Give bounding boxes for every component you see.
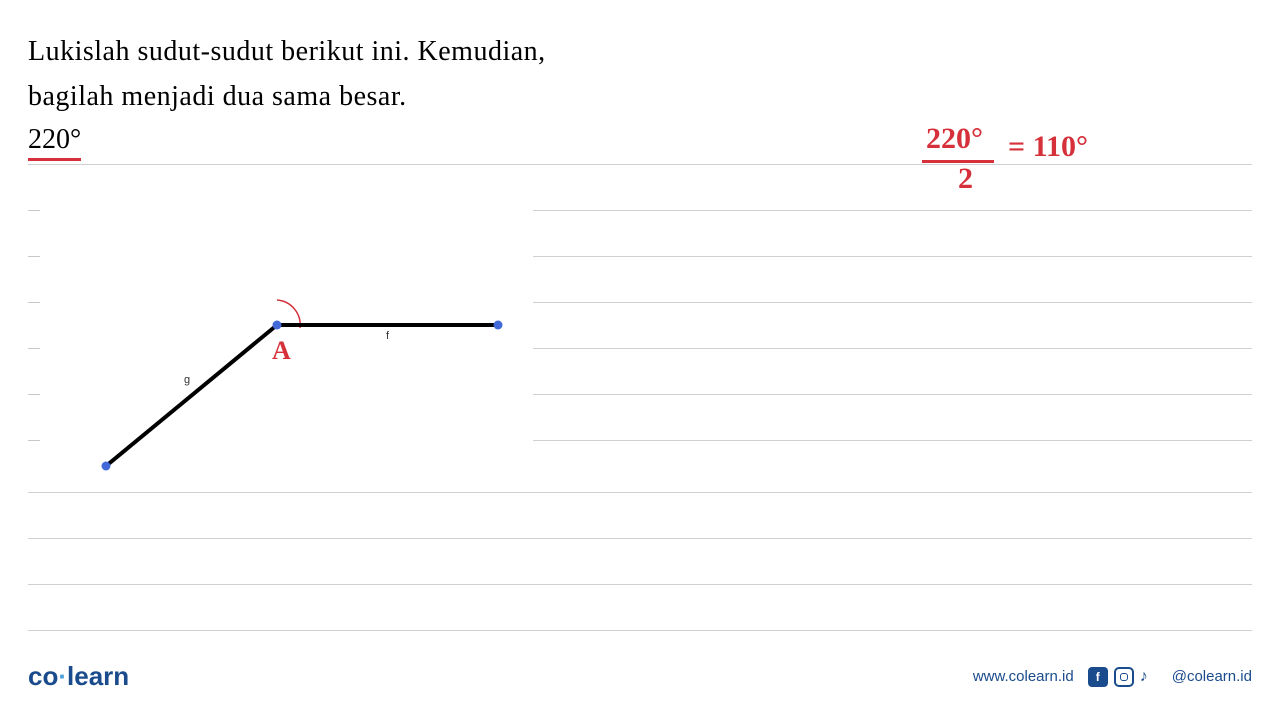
question-line-2: bagilah menjadi dua sama besar. — [28, 75, 1252, 120]
ruled-line — [28, 492, 1252, 493]
footer-handle: @colearn.id — [1172, 668, 1252, 685]
facebook-icon: f — [1088, 667, 1108, 687]
logo-dot: · — [58, 661, 67, 691]
ruled-line — [28, 630, 1252, 631]
ruled-line-right — [533, 348, 1252, 349]
ruled-tick — [28, 348, 40, 349]
ruled-tick — [28, 256, 40, 257]
ruled-tick — [28, 440, 40, 441]
ruled-line-right — [533, 210, 1252, 211]
tiktok-icon: ♪ — [1140, 668, 1158, 686]
ruled-tick — [28, 394, 40, 395]
ruled-line — [28, 164, 1252, 165]
calc-numerator: 220° — [926, 122, 983, 156]
calc-result: = 110° — [1008, 130, 1088, 164]
calc-denominator: 2 — [958, 162, 973, 196]
endpoint-f — [494, 321, 503, 330]
ruled-line-right — [533, 440, 1252, 441]
endpoint-g — [102, 462, 111, 471]
line-label-f: f — [386, 330, 389, 342]
logo-co: co — [28, 661, 58, 691]
ruled-tick — [28, 210, 40, 211]
social-icons: f ♪ — [1088, 667, 1158, 687]
ruled-line-right — [533, 302, 1252, 303]
brand-logo: co·learn — [28, 661, 129, 692]
ruled-line — [28, 584, 1252, 585]
instagram-icon — [1114, 667, 1134, 687]
line-label-g: g — [184, 374, 190, 386]
logo-learn: learn — [67, 661, 129, 691]
question-line-1: Lukislah sudut-sudut berikut ini. Kemudi… — [28, 30, 1252, 75]
angle-diagram — [80, 290, 520, 490]
line-g — [106, 325, 277, 466]
ruled-line-right — [533, 394, 1252, 395]
ruled-tick — [28, 302, 40, 303]
ruled-line-right — [533, 256, 1252, 257]
footer-url: www.colearn.id — [973, 668, 1074, 685]
vertex-point — [273, 321, 282, 330]
ruled-line — [28, 538, 1252, 539]
question-angle: 220° — [28, 124, 81, 161]
vertex-label: A — [272, 336, 291, 366]
